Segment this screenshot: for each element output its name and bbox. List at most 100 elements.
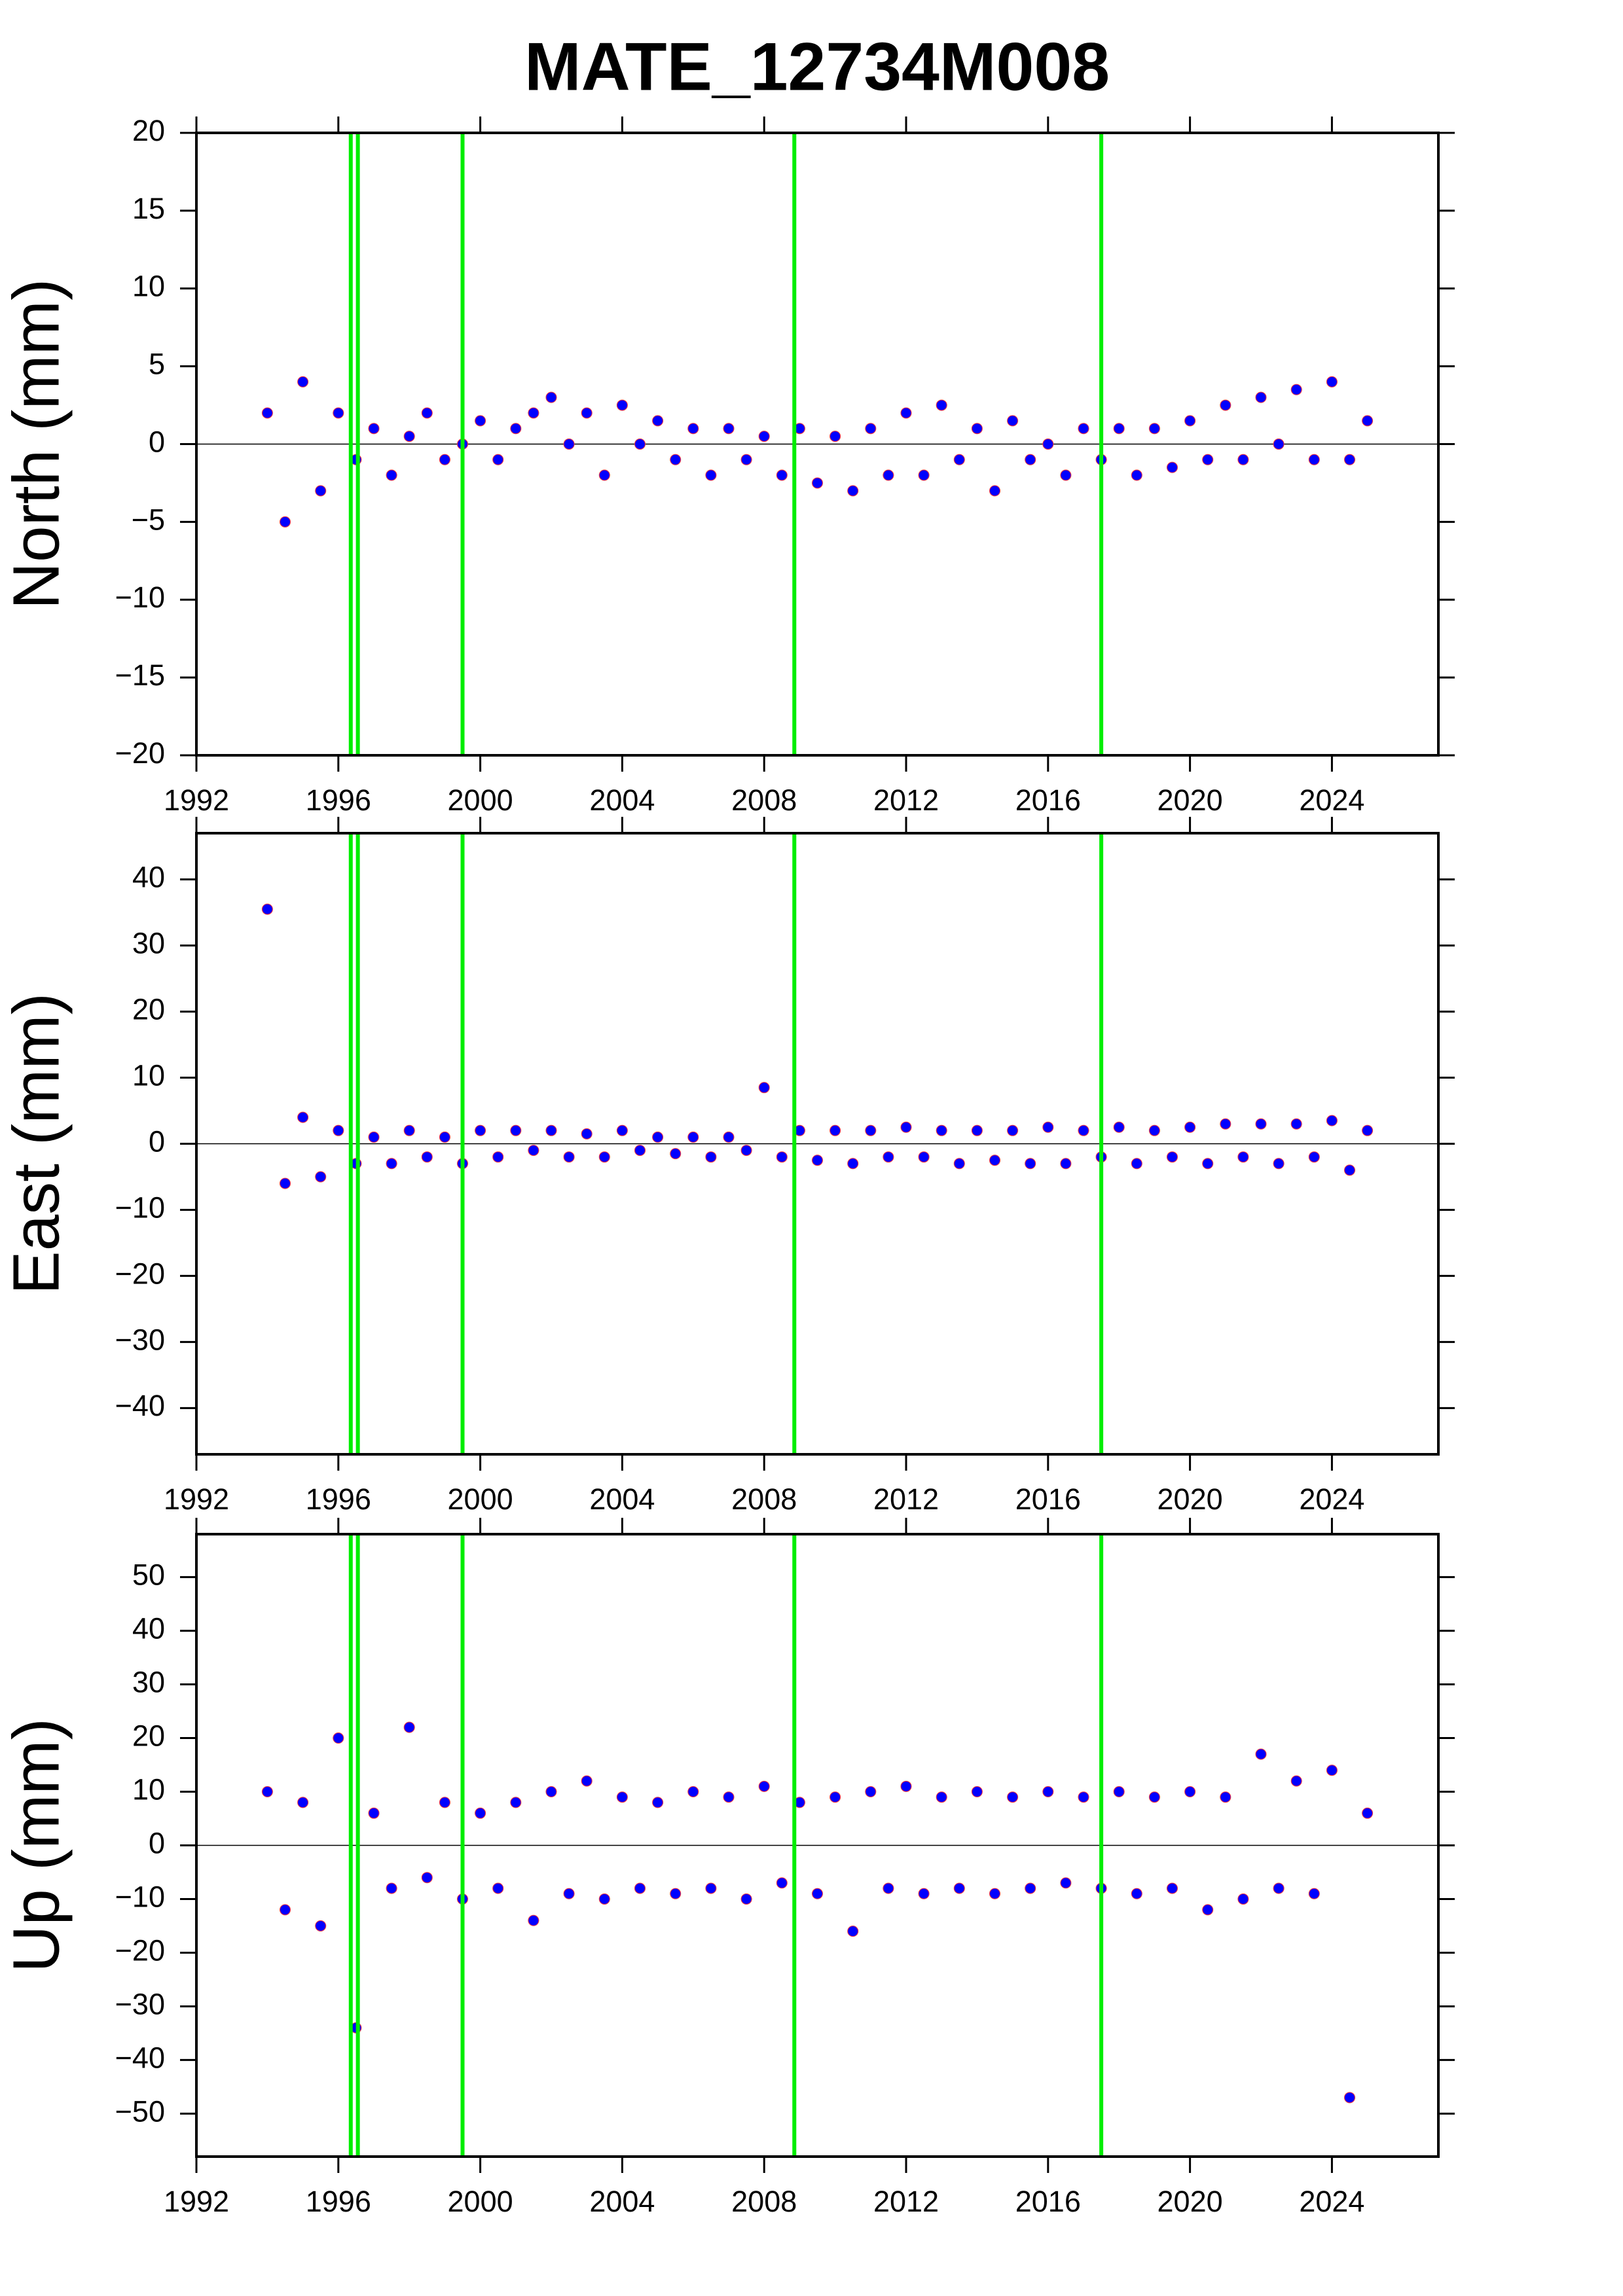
data-point: [758, 1780, 770, 1792]
data-point: [705, 469, 717, 481]
data-point: [386, 469, 397, 481]
data-point: [1184, 1786, 1196, 1798]
data-point: [652, 415, 664, 427]
data-point: [581, 1128, 593, 1139]
data-point: [492, 1151, 504, 1163]
data-point: [1202, 1904, 1214, 1916]
data-point: [368, 423, 380, 435]
data-point: [865, 423, 877, 435]
data-point: [847, 1158, 859, 1170]
data-point: [475, 415, 486, 427]
y-tick-label: −50: [115, 2094, 165, 2128]
data-point: [403, 431, 415, 442]
data-point: [545, 1124, 557, 1136]
y-tick-label: −5: [132, 503, 165, 536]
data-point: [812, 1155, 823, 1166]
data-point: [758, 431, 770, 442]
data-point: [953, 1882, 965, 1894]
data-point: [1007, 1791, 1019, 1803]
data-point: [847, 485, 859, 497]
y-tick-label: 20: [132, 992, 165, 1026]
data-point: [1113, 423, 1125, 435]
data-point: [989, 485, 1000, 497]
data-point: [723, 1131, 735, 1143]
x-tick-label: 2020: [1158, 1482, 1223, 1516]
data-point: [723, 423, 735, 435]
plot-frame: [195, 132, 1440, 757]
data-point: [687, 1131, 699, 1143]
data-point: [545, 391, 557, 403]
data-point: [989, 1888, 1000, 1899]
data-point: [421, 1872, 433, 1884]
y-tick-label: 30: [132, 927, 165, 960]
data-point: [652, 1797, 664, 1808]
data-point: [1167, 461, 1178, 473]
data-point: [528, 407, 539, 419]
data-point: [634, 439, 646, 450]
x-tick-label: 2008: [731, 1482, 797, 1516]
data-point: [386, 1882, 397, 1894]
data-point: [1220, 1118, 1231, 1130]
y-tick-label: 10: [132, 270, 165, 303]
data-point: [687, 1786, 699, 1798]
x-tick-label: 2012: [873, 783, 939, 817]
data-point: [1113, 1786, 1125, 1798]
data-point: [1255, 1748, 1267, 1760]
y-tick-label: −10: [115, 1191, 165, 1224]
data-point: [705, 1882, 717, 1894]
data-point: [1362, 1124, 1374, 1136]
data-point: [1326, 1115, 1338, 1126]
y-axis-label: Up (mm): [0, 1718, 73, 1973]
data-point: [830, 431, 841, 442]
data-point: [297, 376, 309, 387]
data-point: [1362, 415, 1374, 427]
data-point: [439, 1797, 450, 1808]
data-point: [297, 1111, 309, 1123]
data-point: [1308, 1151, 1320, 1163]
data-point: [1007, 1124, 1019, 1136]
data-point: [1148, 1791, 1160, 1803]
y-tick-label: −10: [115, 1880, 165, 1913]
data-point: [953, 1158, 965, 1170]
data-point: [1025, 1158, 1036, 1170]
x-tick-label: 1992: [164, 1482, 229, 1516]
data-point: [475, 1807, 486, 1819]
data-point: [439, 454, 450, 465]
data-point: [1060, 469, 1072, 481]
data-point: [1131, 1158, 1142, 1170]
x-tick-label: 2020: [1158, 2185, 1223, 2218]
x-tick-label: 2000: [448, 783, 513, 817]
data-point: [510, 1797, 522, 1808]
x-tick-label: 2024: [1299, 2185, 1364, 2218]
chart-title: MATE_12734M008: [524, 29, 1110, 105]
data-point: [740, 454, 752, 465]
data-point: [598, 469, 610, 481]
data-point: [1060, 1158, 1072, 1170]
data-point: [1362, 1807, 1374, 1819]
y-tick-label: 0: [149, 1826, 165, 1859]
data-point: [386, 1158, 397, 1170]
data-point: [1255, 1118, 1267, 1130]
data-point: [439, 1131, 450, 1143]
data-point: [1148, 423, 1160, 435]
y-tick-label: −20: [115, 1933, 165, 1967]
y-tick-label: 40: [132, 861, 165, 894]
data-point: [1220, 1791, 1231, 1803]
y-tick-label: −30: [115, 1987, 165, 2020]
x-tick-label: 2012: [873, 1482, 939, 1516]
y-tick-label: 20: [132, 114, 165, 147]
data-point: [670, 1148, 682, 1160]
data-point: [1220, 399, 1231, 411]
data-point: [740, 1145, 752, 1157]
data-point: [1167, 1882, 1178, 1894]
data-point: [280, 1177, 291, 1189]
data-point: [1273, 1882, 1285, 1894]
x-tick-label: 1992: [164, 783, 229, 817]
data-point: [1326, 376, 1338, 387]
data-point: [758, 1082, 770, 1094]
data-point: [847, 1926, 859, 1937]
data-point: [865, 1786, 877, 1798]
data-point: [315, 485, 327, 497]
data-point: [883, 1882, 894, 1894]
data-point: [1007, 415, 1019, 427]
